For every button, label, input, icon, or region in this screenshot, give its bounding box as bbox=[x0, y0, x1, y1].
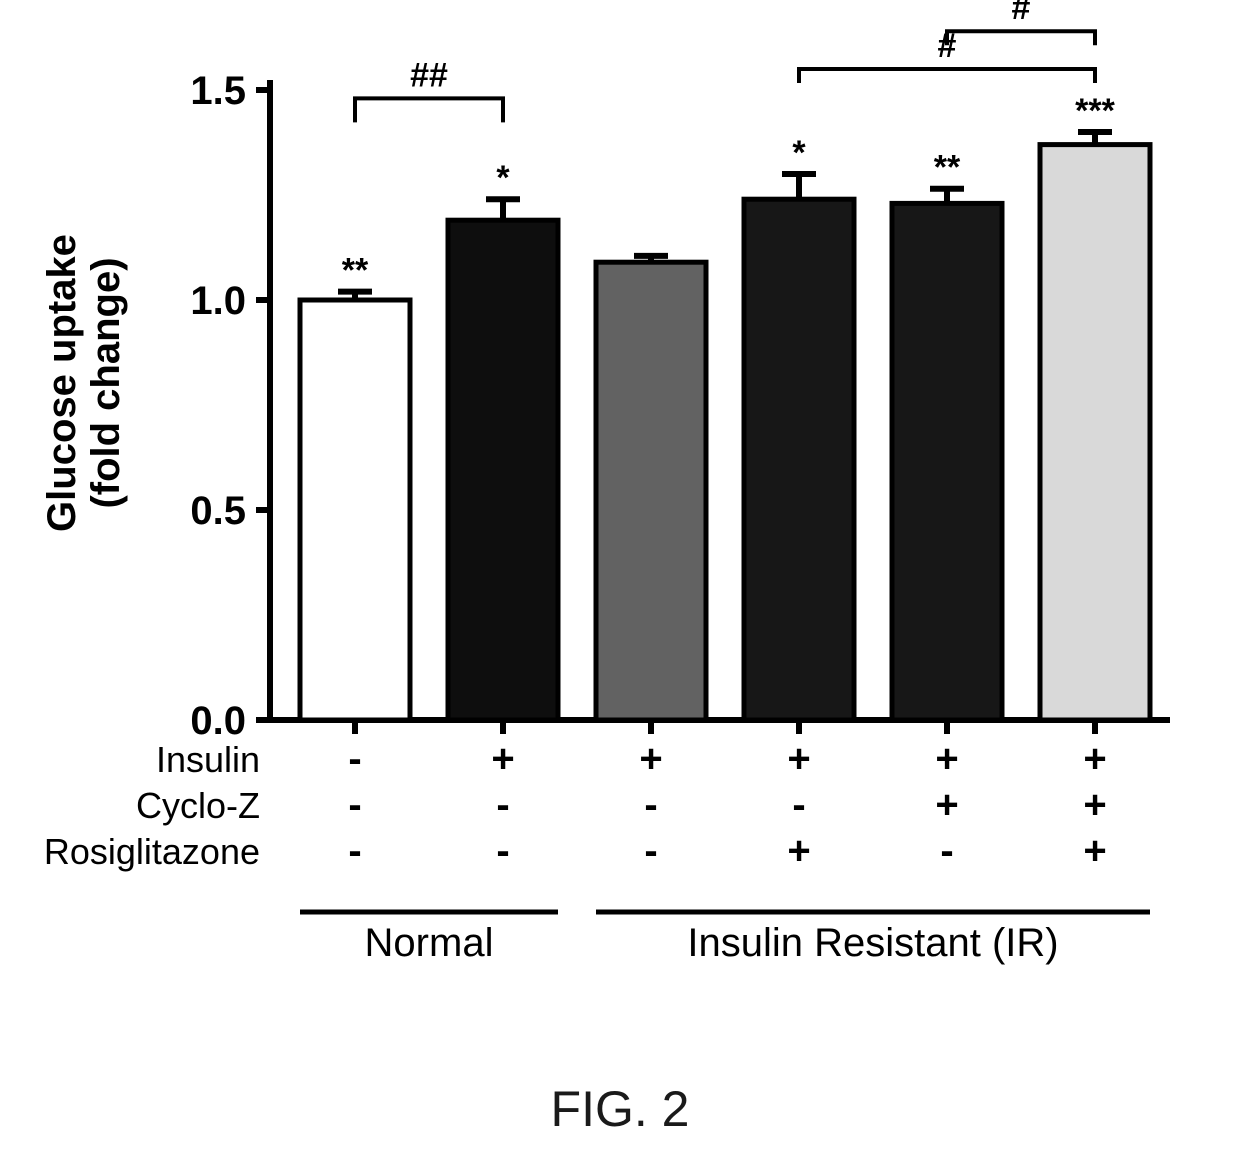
comparison-bracket bbox=[355, 98, 503, 122]
treatment-cell: + bbox=[1083, 783, 1106, 827]
y-axis-label-2: (fold change) bbox=[84, 257, 128, 508]
treatment-row-label: Cyclo-Z bbox=[136, 785, 260, 826]
treatment-row-label: Insulin bbox=[156, 739, 260, 780]
comparison-bracket bbox=[799, 69, 1095, 83]
bar bbox=[744, 199, 854, 720]
comparison-bracket bbox=[947, 31, 1095, 45]
y-tick-label: 0.0 bbox=[190, 699, 246, 743]
bar-chart: 0.0 0.5 1.0 1.5 Glucose uptake(fold change) *… bbox=[0, 0, 1240, 1060]
sig-star: * bbox=[792, 134, 806, 172]
bar bbox=[596, 262, 706, 720]
treatment-cell: - bbox=[496, 783, 509, 827]
treatment-cell: + bbox=[787, 737, 810, 781]
treatment-cell: + bbox=[639, 737, 662, 781]
sig-star: *** bbox=[1075, 92, 1115, 130]
treatment-cell: - bbox=[644, 829, 657, 873]
treatment-cell: + bbox=[935, 783, 958, 827]
comparison-label: # bbox=[1012, 0, 1031, 27]
y-axis-label-1: Glucose uptake bbox=[40, 234, 84, 532]
y-tick-label: 0.5 bbox=[190, 489, 246, 533]
treatment-cell: + bbox=[1083, 829, 1106, 873]
bar bbox=[1040, 145, 1150, 720]
bar bbox=[300, 300, 410, 720]
bar bbox=[448, 220, 558, 720]
treatment-cell: + bbox=[935, 737, 958, 781]
group-label: Insulin Resistant (IR) bbox=[687, 921, 1058, 965]
group-label: Normal bbox=[365, 921, 494, 965]
treatment-cell: - bbox=[644, 783, 657, 827]
y-tick-label: 1.0 bbox=[190, 279, 246, 323]
treatment-cell: - bbox=[348, 829, 361, 873]
sig-star: ** bbox=[934, 149, 961, 187]
treatment-row-label: Rosiglitazone bbox=[44, 831, 260, 872]
sig-star: * bbox=[496, 159, 510, 197]
figure-caption: FIG. 2 bbox=[0, 1080, 1240, 1138]
y-tick-label: 1.5 bbox=[190, 69, 246, 113]
treatment-cell: - bbox=[940, 829, 953, 873]
treatment-cell: - bbox=[348, 783, 361, 827]
treatment-cell: + bbox=[491, 737, 514, 781]
sig-star: ** bbox=[342, 252, 369, 290]
page: 0.0 0.5 1.0 1.5 Glucose uptake(fold change) *… bbox=[0, 0, 1240, 1164]
treatment-cell: + bbox=[787, 829, 810, 873]
treatment-cell: - bbox=[496, 829, 509, 873]
treatment-cell: + bbox=[1083, 737, 1106, 781]
treatment-cell: - bbox=[348, 737, 361, 781]
comparison-label: ## bbox=[410, 56, 448, 94]
bar bbox=[892, 203, 1002, 720]
treatment-cell: - bbox=[792, 783, 805, 827]
